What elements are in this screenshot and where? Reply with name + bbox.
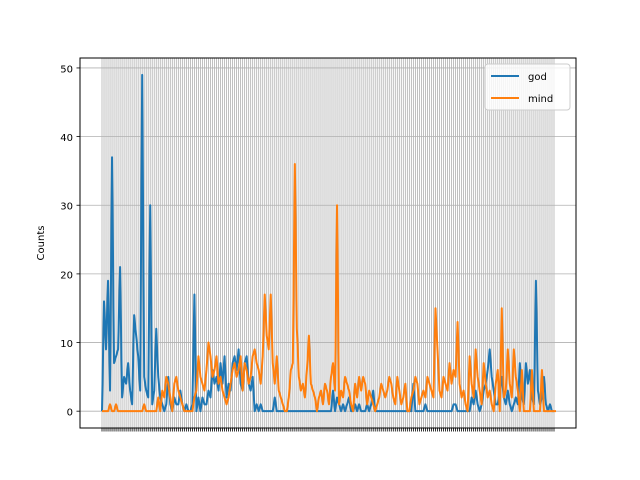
legend-label-god: god <box>528 72 547 83</box>
legend: god mind <box>484 63 571 111</box>
y-tick-label: 40 <box>60 133 73 144</box>
y-axis-label: Counts <box>36 226 47 261</box>
y-tick-label: 10 <box>60 339 73 350</box>
y-tick-label: 20 <box>60 270 73 281</box>
y-tick-label: 0 <box>67 408 73 419</box>
legend-label-mind: mind <box>528 94 553 105</box>
series-lines <box>101 73 557 413</box>
plot-frame <box>79 57 577 429</box>
y-tick-label: 30 <box>60 202 73 213</box>
y-tick-label: 50 <box>60 64 73 75</box>
series-line-god <box>101 73 554 413</box>
y-axis-ticks: 0 10 20 30 40 50 <box>60 64 80 419</box>
x-axis-ticks <box>101 428 555 432</box>
series-line-mind <box>102 163 557 413</box>
